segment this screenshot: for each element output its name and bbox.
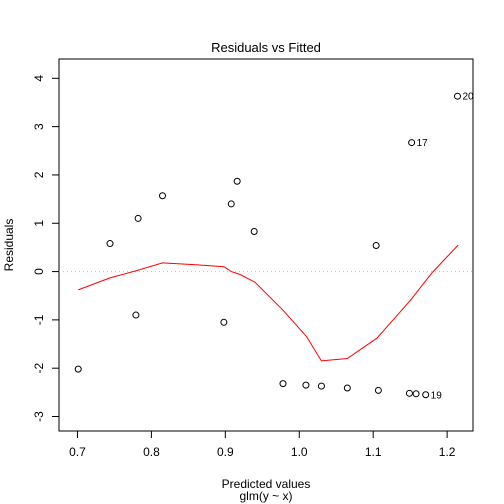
y-tick-label: 2 <box>32 171 46 178</box>
y-tick-label: 3 <box>32 123 46 130</box>
data-point <box>372 241 380 249</box>
y-axis: -3 -2 -1 0 1 2 3 4 <box>32 75 59 422</box>
data-point <box>106 240 114 248</box>
smooth-line <box>78 244 459 362</box>
y-tick-label: -3 <box>32 411 46 422</box>
y-tick-label: 4 <box>32 75 46 82</box>
x-tick-label: 1.1 <box>365 445 382 459</box>
data-point <box>250 227 258 235</box>
data-point <box>422 391 430 399</box>
data-point <box>233 177 241 185</box>
y-tick-label: 1 <box>32 220 46 227</box>
x-tick-label: 0.9 <box>217 445 234 459</box>
point-label: 20 <box>462 92 474 103</box>
plot-box <box>58 58 474 432</box>
x-tick-label: 1.0 <box>291 445 308 459</box>
data-point <box>134 214 142 222</box>
data-point <box>412 390 420 398</box>
data-points: 17 19 20 <box>74 92 474 401</box>
data-point <box>374 386 382 394</box>
x-tick-label: 0.7 <box>69 445 86 459</box>
data-point <box>227 200 235 208</box>
point-label: 19 <box>431 390 443 401</box>
y-tick-label: 0 <box>32 268 46 275</box>
chart-title: Residuals vs Fitted <box>211 40 321 55</box>
data-point <box>317 382 325 390</box>
x-axis-title: Predicted values <box>222 477 311 491</box>
x-axis: 0.7 0.8 0.9 1.0 1.1 1.2 <box>69 431 456 459</box>
data-point <box>405 389 413 397</box>
data-point <box>453 92 461 100</box>
data-point <box>159 192 166 200</box>
point-label: 17 <box>417 138 429 149</box>
data-point <box>132 311 140 319</box>
x-tick-label: 1.2 <box>439 445 456 459</box>
y-axis-title: Residuals <box>2 219 16 272</box>
data-point <box>279 380 287 388</box>
data-point <box>343 384 351 392</box>
x-tick-label: 0.8 <box>143 445 160 459</box>
data-point <box>302 381 310 389</box>
data-point <box>74 365 82 373</box>
data-point <box>408 139 416 147</box>
x-axis-subtitle: glm(y ~ x) <box>239 489 292 503</box>
data-point <box>220 318 228 326</box>
y-tick-label: -2 <box>32 363 46 374</box>
y-tick-label: -1 <box>32 314 46 325</box>
